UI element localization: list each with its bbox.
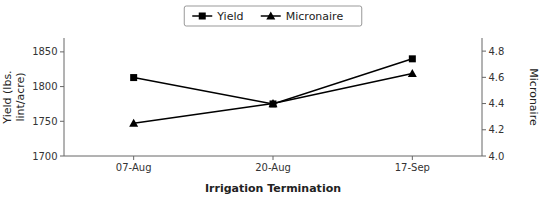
chart: 07-Aug 20-Aug 17-Sep 1700 1750 1800 1850 4.0 4.2…	[0, 0, 540, 198]
yticks-tick-label: 1700	[32, 151, 57, 162]
plot-area	[129, 55, 417, 126]
x-tick-label: 20-Aug	[255, 162, 291, 173]
legend-label: Yield	[216, 10, 243, 23]
y2ticks-tick-label: 4.4	[488, 98, 504, 109]
series-marker	[129, 119, 138, 127]
legend-swatch-marker	[199, 13, 206, 20]
series-marker	[408, 69, 417, 77]
legend-label: Micronaire	[286, 10, 344, 23]
y2ticks-tick-label: 4.6	[488, 72, 504, 83]
y2ticks-tick	[482, 103, 486, 104]
y2ticks-tick	[482, 156, 486, 157]
y2ticks-tick-label: 4.2	[488, 124, 504, 135]
legend-swatch-marker	[266, 12, 275, 20]
x-tick-label: 07-Aug	[116, 162, 152, 173]
legend-box	[184, 6, 362, 26]
series-line	[134, 59, 413, 104]
y-axis-label: Yield (lbs.lint/acre)	[1, 70, 27, 124]
x-tick-label: 17-Sep	[395, 162, 430, 173]
y2ticks-tick-label: 4.0	[488, 151, 504, 162]
series-marker	[269, 99, 278, 107]
y-axis-label-line: Yield (lbs.	[1, 70, 14, 124]
y-axis-line	[64, 38, 65, 156]
y2ticks-tick	[482, 77, 486, 78]
yticks-tick	[60, 121, 64, 122]
y-axis-label-line: lint/acre)	[14, 72, 27, 121]
y2ticks-tick	[482, 51, 486, 52]
yticks-tick-label: 1800	[32, 81, 57, 92]
y2-axis-line	[482, 38, 483, 156]
yticks-tick	[60, 86, 64, 87]
legend: Yield Micronaire	[184, 6, 362, 26]
yticks-tick	[60, 156, 64, 157]
series-marker	[130, 74, 137, 81]
series-marker	[409, 55, 416, 62]
x-tick	[412, 156, 413, 160]
y2ticks-tick	[482, 129, 486, 130]
y2-axis-label: Micronaire	[527, 68, 540, 126]
yticks-tick	[60, 51, 64, 52]
y2ticks-tick-label: 4.8	[488, 46, 504, 57]
yticks-tick-label: 1850	[32, 46, 57, 57]
x-axis-label: Irrigation Termination	[205, 182, 341, 195]
x-tick	[273, 156, 274, 160]
yticks-tick-label: 1750	[32, 116, 57, 127]
series-line	[134, 73, 413, 123]
x-tick	[133, 156, 134, 160]
